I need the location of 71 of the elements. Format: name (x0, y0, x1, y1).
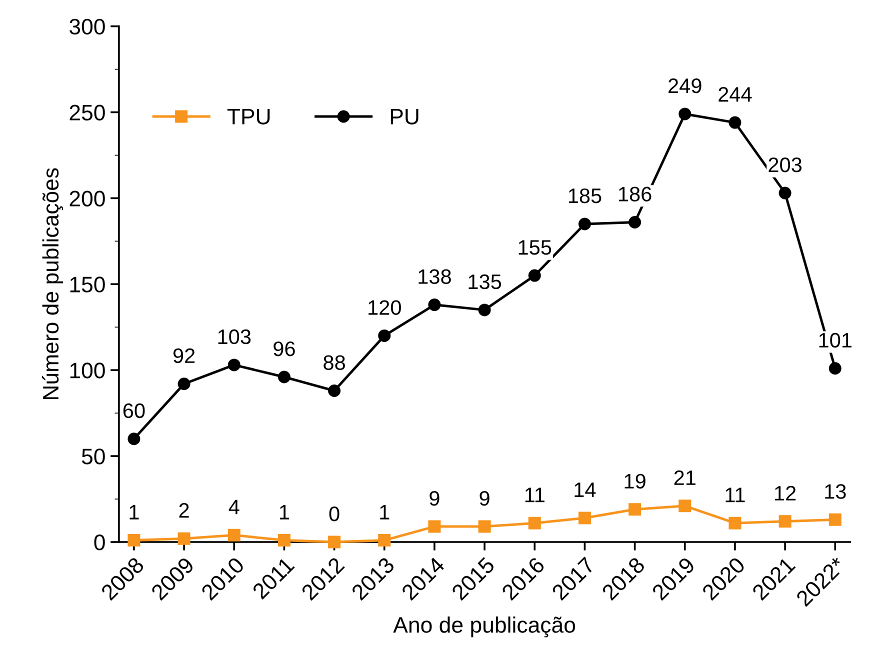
point (378, 534, 391, 547)
data-label: 244 (718, 87, 752, 102)
point (378, 329, 391, 342)
y-tick-label: 250 (70, 104, 105, 121)
point (728, 516, 742, 530)
data-label: 2 (179, 503, 189, 518)
y-tick-label: 200 (70, 190, 105, 206)
data-label: 1 (130, 504, 139, 520)
legend-label: PU (390, 108, 418, 124)
point (328, 536, 341, 548)
point (478, 304, 491, 316)
point (328, 384, 341, 397)
data-label: 19 (624, 474, 646, 489)
point (778, 515, 792, 528)
point (128, 534, 140, 547)
data-label: 120 (368, 300, 401, 315)
data-label: 11 (726, 488, 745, 502)
point (128, 432, 140, 446)
data-label: 14 (574, 482, 596, 497)
data-label: 92 (173, 348, 195, 364)
point (178, 378, 190, 390)
data-label: 185 (568, 188, 602, 204)
point (528, 516, 541, 530)
data-label: 21 (674, 470, 696, 485)
data-label: 186 (619, 186, 652, 202)
point (428, 520, 441, 533)
point (778, 186, 792, 200)
point (428, 298, 441, 312)
data-label: 0 (329, 506, 340, 522)
data-label: 11 (525, 488, 544, 502)
y-tick-label: 50 (82, 448, 105, 464)
point (578, 512, 591, 524)
point (628, 503, 642, 516)
data-label: 9 (430, 491, 440, 506)
point (278, 534, 290, 547)
point (678, 500, 692, 512)
data-label: 138 (418, 269, 451, 284)
data-label: 1 (380, 504, 390, 520)
data-label: 203 (768, 158, 802, 172)
y-tick-label: 150 (70, 276, 105, 292)
point (278, 370, 290, 384)
point (678, 108, 692, 120)
y-tick-label: 300 (70, 18, 105, 35)
y-tick-label: 0 (94, 534, 105, 550)
data-label: 13 (825, 484, 846, 499)
data-label: 4 (228, 500, 240, 514)
data-label: 12 (775, 486, 796, 500)
data-label: 88 (324, 355, 345, 370)
y-axis-title: Número de publicações (42, 168, 64, 400)
data-label: 101 (819, 332, 852, 348)
point (628, 216, 642, 229)
y-tick-label: 100 (70, 362, 105, 378)
data-label: 155 (518, 240, 552, 255)
legend-label: TPU (227, 108, 270, 124)
point (178, 532, 190, 545)
point (228, 358, 240, 372)
point (728, 116, 742, 129)
data-label: 1 (280, 504, 289, 520)
data-label: 96 (274, 341, 295, 356)
point (478, 520, 491, 533)
point (828, 362, 842, 375)
point (528, 269, 541, 282)
data-label: 9 (480, 491, 490, 506)
data-label: 103 (218, 329, 251, 344)
x-axis-title: Ano de publicação (393, 616, 576, 638)
data-label: 135 (468, 274, 502, 290)
point (828, 513, 842, 526)
point (578, 218, 591, 230)
data-label: 249 (668, 78, 702, 94)
data-label: 60 (123, 403, 145, 418)
point (228, 528, 240, 542)
